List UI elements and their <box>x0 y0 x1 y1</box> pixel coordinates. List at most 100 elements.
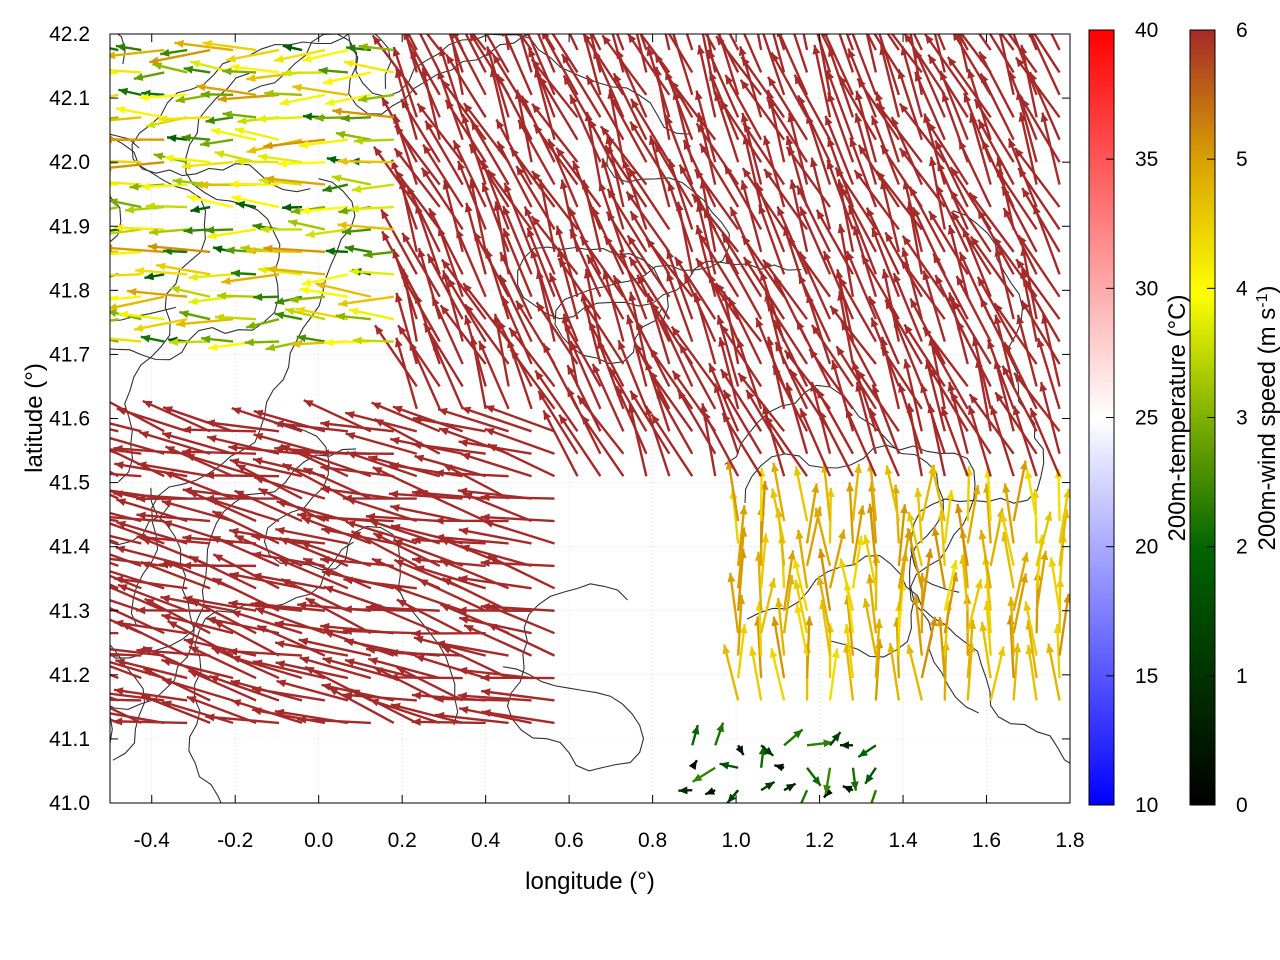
wind-vector-head <box>209 675 219 683</box>
wind-vector <box>414 454 486 478</box>
wind-vector <box>722 644 740 701</box>
wind-vector <box>337 160 394 164</box>
wind-vector-head <box>207 231 217 240</box>
y-tick-label: 41.1 <box>49 728 90 751</box>
wind-vector-head <box>320 420 330 429</box>
wind-vector <box>457 668 532 680</box>
wind-vector <box>969 235 1015 298</box>
wind-vector <box>914 49 946 118</box>
wind-vector-head <box>862 534 871 545</box>
wind-vector-head <box>704 7 712 17</box>
wind-vector-head <box>601 158 609 169</box>
wind-vector <box>460 452 532 478</box>
wind-vector-head <box>185 453 195 462</box>
wind-vector-head <box>696 123 705 133</box>
wind-vector-head <box>323 338 333 347</box>
wind-vector-head <box>892 484 900 494</box>
wind-vector-head <box>338 206 348 215</box>
wind-vector-head <box>221 277 231 285</box>
wind-vector <box>537 390 579 455</box>
wind-vector-head <box>198 181 208 189</box>
wind-vector <box>827 46 855 118</box>
wind-vector-head <box>237 116 247 125</box>
wind-vector <box>584 268 602 342</box>
wind-vector-head <box>44 649 53 657</box>
wind-vector-head <box>836 346 845 356</box>
wind-vector-head <box>211 647 222 655</box>
wind-vector-head <box>137 461 147 470</box>
wind-vector <box>388 492 463 500</box>
wind-vector <box>934 274 969 343</box>
wind-vector-head <box>840 186 849 197</box>
wind-vector-head <box>823 739 833 748</box>
wind-vector <box>167 620 234 657</box>
wind-vector <box>526 34 556 96</box>
wind-vector-head <box>279 98 290 106</box>
wind-vector <box>280 577 349 612</box>
wind-vector <box>1021 246 1038 320</box>
wind-vector-head <box>993 12 1002 22</box>
wind-vector-head <box>709 363 717 373</box>
wind-vector-head <box>481 709 491 717</box>
wind-vector <box>994 167 1038 231</box>
wind-vector-head <box>82 117 92 125</box>
wind-vector-head <box>68 441 78 449</box>
wind-vector-head <box>252 551 262 560</box>
wind-vector <box>763 168 809 231</box>
wind-vector-head <box>740 79 750 90</box>
wind-vector <box>371 401 441 433</box>
wind-vector-head <box>766 336 775 347</box>
wind-vector-head <box>484 428 495 436</box>
wind-vector <box>822 463 832 522</box>
wind-vector-head <box>320 622 330 631</box>
x-tick-label: 1.6 <box>972 829 1001 852</box>
wind-vector-head <box>569 207 577 218</box>
wind-vector <box>1003 483 1015 544</box>
wind-vector <box>806 293 832 365</box>
wind-vector <box>110 160 165 169</box>
wind-vector-head <box>156 262 166 271</box>
wind-vector-head <box>929 616 938 627</box>
wind-vector-head <box>441 646 452 654</box>
wind-vector <box>996 156 1015 230</box>
x-tick-label: 1.8 <box>1055 829 1084 852</box>
wind-vector <box>136 648 211 657</box>
wind-vector <box>619 249 648 320</box>
wind-vector <box>985 600 992 656</box>
wind-vector <box>1026 619 1038 679</box>
wind-vector-head <box>52 443 62 451</box>
wind-vector-head <box>587 254 595 265</box>
wind-vector <box>698 233 740 298</box>
wind-vector-head <box>51 559 61 566</box>
wind-vector-head <box>169 338 179 347</box>
wind-vector-head <box>831 648 840 658</box>
wind-vector-head <box>811 324 821 335</box>
wind-vector-head <box>764 781 775 790</box>
wind-vector-head <box>252 707 262 716</box>
wind-vector-head <box>67 695 76 703</box>
wind-vector-head <box>929 211 938 221</box>
wind-vector <box>343 578 417 590</box>
wind-vector-head <box>320 485 330 494</box>
wind-vector-head <box>720 369 730 379</box>
wind-vector-head <box>618 340 626 351</box>
wind-vector-head <box>282 203 292 212</box>
wind-vector-head <box>600 126 610 136</box>
wind-vector-head <box>140 334 151 343</box>
wind-vector <box>251 602 326 612</box>
wind-vector <box>404 34 418 73</box>
wind-vector <box>758 204 786 275</box>
wind-vector <box>988 34 1015 74</box>
wind-vector-head <box>774 763 784 772</box>
wind-vector-head <box>525 34 532 37</box>
wind-vector <box>464 303 510 365</box>
wind-vector <box>110 631 119 635</box>
wind-vector-head <box>785 382 794 393</box>
wind-vector-head <box>857 0 865 10</box>
wind-vector-head <box>440 305 450 315</box>
wind-vector-head <box>381 96 390 107</box>
wind-vector <box>920 616 937 679</box>
wind-vector-head <box>98 444 108 452</box>
wind-vector <box>1019 112 1038 185</box>
wind-vector <box>342 693 417 702</box>
